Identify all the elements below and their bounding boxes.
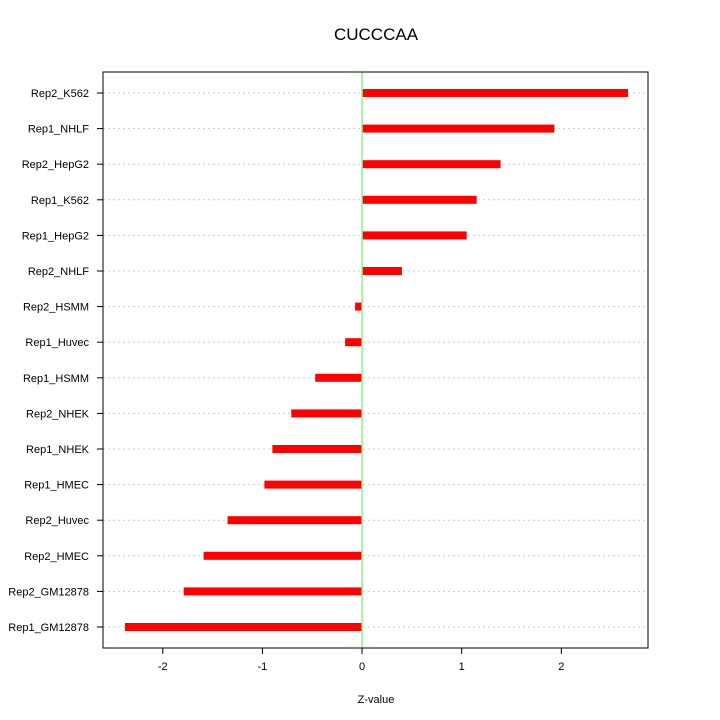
x-tick-label: 1	[459, 661, 465, 673]
bar-rep1_hmec	[264, 480, 363, 489]
y-tick-label: Rep2_HepG2	[22, 159, 89, 171]
y-tick-label: Rep2_K562	[31, 88, 89, 100]
grid-layer	[103, 92, 648, 628]
y-tick-label: Rep1_NHLF	[28, 124, 89, 136]
y-tick-label: Rep2_GM12878	[8, 586, 89, 598]
bar-rep2_nhlf	[362, 267, 402, 275]
bar-rep1_huvec	[345, 338, 363, 347]
bar-rep2_huvec	[227, 516, 363, 525]
y-tick-label: Rep1_GM12878	[8, 622, 89, 634]
y-tick-label: Rep1_K562	[31, 195, 89, 207]
plot-frame	[102, 71, 649, 649]
bar-rep1_k562	[362, 195, 477, 204]
y-tick-labels: Rep2_K562 Rep1_NHLF Rep2_HepG2 Rep1_K562 Rep…	[8, 88, 103, 634]
bar-rep1_hsmm	[315, 373, 363, 382]
bar-rep2_hsmm	[355, 302, 363, 311]
bar-rep2_hmec	[203, 551, 363, 560]
y-tick-label: Rep2_NHEK	[26, 408, 90, 420]
bar-rep1_gm12878	[124, 623, 363, 631]
y-tick-label: Rep2_Huvec	[25, 515, 89, 527]
y-tick-label: Rep2_NHLF	[28, 266, 89, 278]
x-axis-label: Z-value	[358, 694, 395, 706]
bar-rep1_hepg2	[362, 231, 467, 240]
bar-rep1_nhek	[272, 445, 363, 453]
x-tick-label: 0	[359, 661, 365, 673]
bar-rep1_nhlf	[362, 124, 555, 133]
y-tick-label: Rep1_NHEK	[26, 444, 90, 456]
y-tick-label: Rep1_Huvec	[25, 337, 89, 349]
x-tick-label: -1	[258, 661, 268, 673]
bar-rep2_gm12878	[183, 587, 363, 596]
chart-title: CUCCCAA	[334, 25, 419, 44]
y-tick-label: Rep1_HMEC	[24, 480, 89, 492]
y-tick-label: Rep2_HMEC	[24, 551, 89, 563]
x-axis: -2 -1 0 1 2	[158, 648, 564, 673]
bar-rep2_k562	[362, 89, 629, 97]
x-tick-label: -2	[158, 661, 168, 673]
y-tick-label: Rep1_HepG2	[22, 230, 89, 242]
bar-rep2_hepg2	[362, 160, 501, 169]
y-tick-label: Rep2_HSMM	[23, 302, 89, 314]
bar-layer	[124, 89, 629, 631]
x-tick-label: 2	[558, 661, 564, 673]
y-tick-label: Rep1_HSMM	[23, 373, 89, 385]
bar-rep2_nhek	[291, 409, 363, 418]
